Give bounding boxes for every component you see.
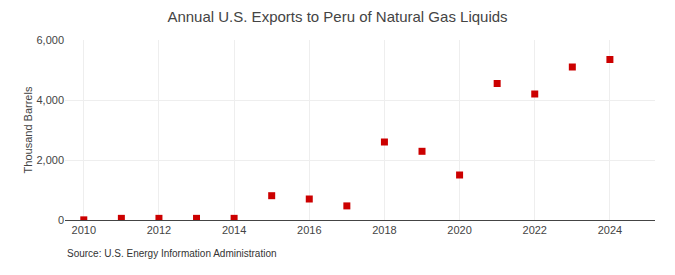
svg-text:Annual U.S. Exports to Peru of: Annual U.S. Exports to Peru of Natural G…	[167, 8, 507, 25]
svg-text:Source: U.S. Energy Informatio: Source: U.S. Energy Information Administ…	[67, 248, 277, 259]
svg-text:2016: 2016	[297, 224, 321, 236]
svg-text:2,000: 2,000	[36, 154, 64, 166]
svg-text:6,000: 6,000	[36, 34, 64, 46]
svg-text:2014: 2014	[222, 224, 246, 236]
svg-text:2012: 2012	[147, 224, 171, 236]
svg-text:2020: 2020	[447, 224, 471, 236]
svg-text:4,000: 4,000	[36, 94, 64, 106]
svg-text:2024: 2024	[598, 224, 622, 236]
svg-text:2022: 2022	[523, 224, 547, 236]
svg-text:0: 0	[58, 214, 64, 226]
svg-text:2010: 2010	[72, 224, 96, 236]
svg-text:2018: 2018	[372, 224, 396, 236]
svg-text:Thousand Barrels: Thousand Barrels	[22, 86, 34, 173]
